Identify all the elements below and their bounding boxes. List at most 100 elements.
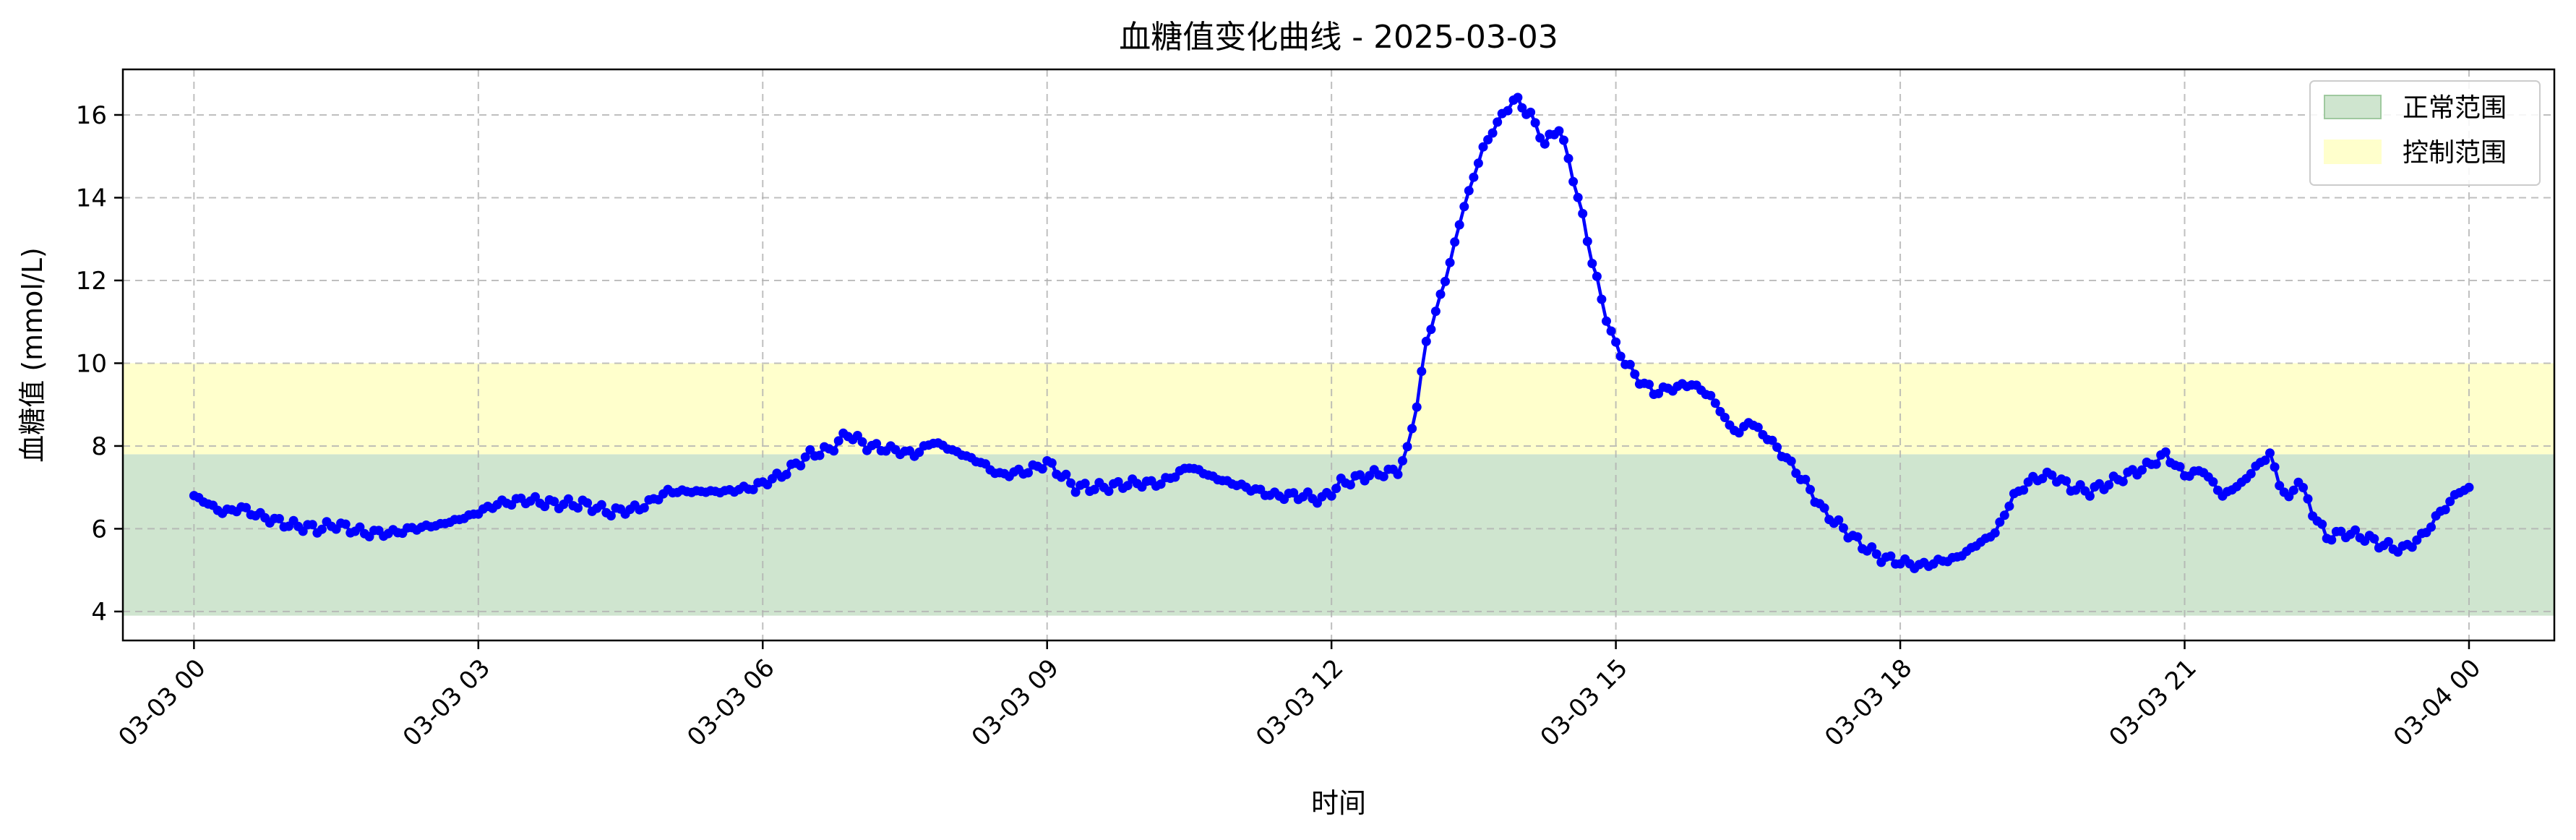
glucose-point bbox=[1061, 469, 1071, 479]
x-tick-label: 03-03 12 bbox=[1250, 653, 1349, 752]
glucose-point bbox=[2317, 519, 2327, 529]
glucose-point bbox=[800, 452, 810, 462]
glucose-point bbox=[2445, 497, 2455, 507]
glucose-point bbox=[563, 494, 573, 504]
x-tick-label: 03-03 21 bbox=[2103, 653, 2202, 752]
glucose-point bbox=[1345, 480, 1355, 490]
glucose-point bbox=[1800, 474, 1811, 484]
glucose-point bbox=[1487, 128, 1498, 138]
glucose-point bbox=[1611, 337, 1621, 347]
glucose-point bbox=[1999, 510, 2009, 520]
glucose-point bbox=[2327, 535, 2337, 545]
glucose-point bbox=[1454, 220, 1464, 230]
glucose-point bbox=[241, 502, 251, 513]
glucose-point bbox=[1156, 479, 1166, 489]
glucose-point bbox=[1615, 351, 1626, 361]
glucose-point bbox=[857, 437, 867, 447]
glucose-point bbox=[1478, 142, 1488, 152]
glucose-point bbox=[1037, 464, 1047, 474]
glucose-point bbox=[2151, 459, 2161, 469]
glucose-point bbox=[1517, 103, 1527, 113]
glucose-point bbox=[1582, 236, 1592, 247]
glucose-point bbox=[1871, 549, 1881, 559]
x-tick-label: 03-03 09 bbox=[966, 653, 1065, 752]
glucose-point bbox=[1606, 326, 1616, 336]
glucose-point bbox=[2085, 491, 2095, 501]
glucose-point bbox=[1578, 209, 1588, 218]
series-layer bbox=[189, 93, 2474, 573]
legend-swatch-normal-range bbox=[2324, 95, 2382, 119]
x-axis-title: 时间 bbox=[1311, 787, 1366, 819]
glucose-point bbox=[2407, 542, 2417, 552]
glucose-point bbox=[1104, 487, 1114, 497]
glucose-point bbox=[1493, 117, 1503, 127]
y-tick-label: 16 bbox=[76, 101, 107, 130]
glucose-point bbox=[549, 497, 559, 507]
glucose-point bbox=[1602, 316, 1611, 326]
glucose-point bbox=[1441, 276, 1450, 286]
grid-layer bbox=[123, 69, 2554, 640]
glucose-point bbox=[2350, 525, 2361, 535]
glucose-point bbox=[2270, 462, 2280, 472]
glucose-point bbox=[1767, 435, 1777, 445]
x-tick-label: 03-03 00 bbox=[113, 653, 211, 752]
glucose-point bbox=[2298, 483, 2308, 492]
legend-label-normal-range: 正常范围 bbox=[2403, 93, 2507, 123]
glucose-point bbox=[2047, 470, 2057, 480]
glucose-point bbox=[2118, 476, 2128, 487]
glucose-point bbox=[1886, 551, 1896, 561]
glucose-point bbox=[573, 503, 583, 513]
legend: 正常范围 控制范围 bbox=[2309, 80, 2541, 186]
glucose-point bbox=[1706, 390, 1716, 400]
glucose-point bbox=[1435, 289, 1446, 299]
glucose-point bbox=[317, 524, 327, 534]
glucose-point bbox=[1289, 488, 1299, 498]
y-tick-label: 14 bbox=[76, 184, 107, 213]
glucose-point bbox=[1630, 369, 1640, 380]
glucose-point bbox=[639, 503, 649, 513]
plot-frame bbox=[121, 68, 2556, 642]
glucose-point bbox=[2260, 455, 2270, 466]
chart-title: 血糖值变化曲线 - 2025-03-03 bbox=[1119, 19, 1558, 56]
y-tick-label: 8 bbox=[91, 432, 107, 461]
glucose-point bbox=[1080, 479, 1090, 489]
glucose-point bbox=[1597, 294, 1607, 304]
glucose-point bbox=[1867, 542, 1877, 552]
glucose-point bbox=[307, 520, 317, 530]
glucose-point bbox=[606, 511, 616, 520]
glucose-point bbox=[1559, 135, 1568, 145]
glucose-point bbox=[2208, 477, 2218, 487]
glucose-point bbox=[1113, 477, 1123, 487]
glucose-point bbox=[2246, 468, 2256, 479]
glucose-point bbox=[1393, 469, 1403, 479]
glucose-point bbox=[2137, 465, 2147, 475]
glucose-point bbox=[1772, 442, 1782, 453]
glucose-point bbox=[1990, 528, 2000, 538]
glucose-point bbox=[1753, 422, 1763, 432]
glucose-point bbox=[1331, 484, 1341, 494]
glucose-point bbox=[2004, 501, 2014, 511]
glucose-point bbox=[540, 502, 550, 512]
glucose-point bbox=[2464, 482, 2474, 492]
x-axis-ticks: 03-03 00 03-03 03 03-03 06 03-03 09 03-03 12… bbox=[113, 640, 2486, 752]
glucose-point bbox=[2303, 494, 2313, 504]
glucose-point bbox=[1530, 118, 1540, 128]
glucose-point bbox=[1483, 134, 1493, 145]
glucose-point bbox=[2369, 533, 2379, 544]
glucose-point bbox=[1430, 307, 1441, 317]
band-control-range bbox=[123, 363, 2554, 455]
x-tick-label: 03-03 06 bbox=[682, 653, 780, 752]
glucose-point bbox=[2440, 505, 2450, 515]
glucose-point bbox=[274, 514, 284, 523]
glucose-point bbox=[1122, 481, 1133, 491]
x-tick-label: 03-04 00 bbox=[2388, 653, 2486, 752]
glucose-point bbox=[2412, 535, 2422, 545]
glucose-point bbox=[2019, 485, 2029, 495]
glucose-point bbox=[1302, 487, 1313, 497]
glucose-point bbox=[1540, 139, 1550, 149]
glucose-point bbox=[1806, 484, 1815, 494]
glucose-point bbox=[298, 526, 308, 536]
glucose-point bbox=[1089, 484, 1099, 494]
glucose-point bbox=[829, 446, 839, 456]
